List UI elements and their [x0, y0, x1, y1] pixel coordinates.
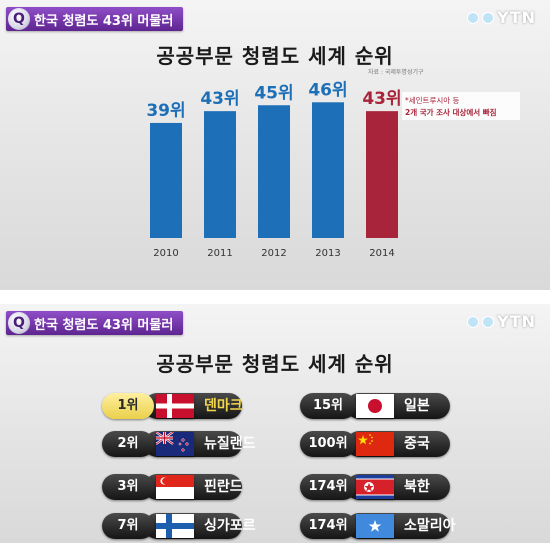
annotation-box	[402, 92, 520, 120]
ranking-row: 15위 일본	[300, 393, 450, 419]
rank-label: 15위	[312, 398, 344, 413]
ranking-row: 1위 덴마크	[102, 393, 243, 419]
rank-pill: 2위	[102, 431, 154, 457]
rank-pill: 174위	[300, 474, 356, 500]
logo-dot-icon	[467, 315, 480, 328]
denmark-flag-icon	[156, 394, 194, 418]
country-name: 뉴질랜드	[204, 436, 256, 452]
x-tick-label: 2014	[369, 248, 394, 259]
bar-value-label: 43위	[362, 89, 401, 109]
country-name: 핀란드	[204, 479, 243, 495]
rank-label: 3위	[117, 479, 139, 494]
finland-flag-icon	[156, 514, 194, 538]
bar-chart: 39위 2010 43위 2011 45위 2012 46위 2013 43위 2014 *세인트루…	[146, 80, 520, 259]
q-logo-icon: Q	[8, 312, 30, 334]
bar-value-label: 46위	[308, 80, 347, 100]
logo-dot-icon	[482, 315, 495, 328]
bar-value-label: 43위	[200, 89, 239, 109]
rank-label: 174위	[308, 479, 348, 494]
country-name: 덴마크	[204, 398, 243, 414]
logo-text: YTN	[497, 8, 536, 27]
ytn-logo: YTN	[467, 312, 536, 331]
headline-text: 한국 청렴도 43위 머물러	[34, 13, 174, 29]
rank-label: 1위	[117, 398, 139, 413]
x-tick-label: 2013	[315, 248, 340, 259]
rank-label: 2위	[117, 436, 139, 451]
china-flag-icon	[356, 432, 394, 456]
bar-value-label: 45위	[254, 83, 293, 103]
rank-label: 100위	[308, 436, 348, 451]
bar	[258, 105, 290, 238]
ranking-row: 3위 핀란드	[102, 474, 243, 500]
bar-value-label: 39위	[146, 101, 185, 121]
x-tick-label: 2010	[153, 248, 178, 259]
annotation-line: 2개 국가 조사 대상에서 빠짐	[405, 107, 497, 117]
chart-panel: Q 한국 청렴도 43위 머물러 YTN 공공부문 청렴도 세계 순위 자료 :…	[0, 0, 550, 290]
somalia-flag-icon	[356, 514, 394, 538]
north-korea-flag-icon	[356, 475, 394, 499]
rank-pill: 100위	[300, 431, 356, 457]
singapore-flag-icon	[156, 475, 194, 499]
country-name: 일본	[404, 398, 430, 414]
country-name: 소말리아	[404, 518, 456, 534]
ranking-row: 2위 뉴질랜드	[102, 431, 256, 457]
annotation-line: *세인트루시아 등	[405, 95, 460, 105]
ranking-panel: Q 한국 청렴도 43위 머물러 YTN 공공부문 청렴도 세계 순위 1위 덴마…	[0, 304, 550, 543]
ranking-row: 174위 북한	[300, 474, 450, 500]
bar	[204, 111, 236, 238]
ranking-row: 100위 중국	[300, 431, 450, 457]
panel-divider	[0, 290, 550, 304]
rank-pill: 1위	[102, 393, 154, 419]
ranking-row: 174위 소말리아	[300, 513, 456, 539]
logo-text: YTN	[497, 312, 536, 331]
country-name: 북한	[404, 479, 430, 495]
country-name: 중국	[404, 436, 430, 452]
x-tick-label: 2012	[261, 248, 286, 259]
ranking-row: 7위 싱가포르	[102, 513, 256, 539]
logo-dot-icon	[467, 11, 480, 24]
country-name: 싱가포르	[204, 518, 256, 534]
q-logo-icon: Q	[8, 8, 30, 30]
headline-banner: Q 한국 청렴도 43위 머물러	[6, 311, 184, 335]
japan-flag-icon	[356, 394, 394, 418]
rank-pill: 15위	[300, 393, 356, 419]
rank-pill: 3위	[102, 474, 154, 500]
rank-label: 7위	[117, 518, 139, 533]
chart-title: 공공부문 청렴도 세계 순위	[156, 44, 394, 68]
x-tick-label: 2011	[207, 248, 232, 259]
rank-pill: 7위	[102, 513, 154, 539]
bar	[366, 111, 398, 238]
logo-dot-icon	[482, 11, 495, 24]
ranking-title: 공공부문 청렴도 세계 순위	[156, 352, 394, 376]
rank-pill: 174위	[300, 513, 356, 539]
bar	[150, 122, 182, 238]
rank-label: 174위	[308, 518, 348, 533]
headline-banner: Q 한국 청렴도 43위 머물러	[6, 7, 184, 31]
chart-source: 자료 : 국제투명성기구	[368, 69, 424, 76]
bar	[312, 102, 344, 238]
new-zealand-flag-icon	[156, 432, 194, 456]
headline-text: 한국 청렴도 43위 머물러	[34, 317, 174, 333]
ytn-logo: YTN	[467, 8, 536, 27]
